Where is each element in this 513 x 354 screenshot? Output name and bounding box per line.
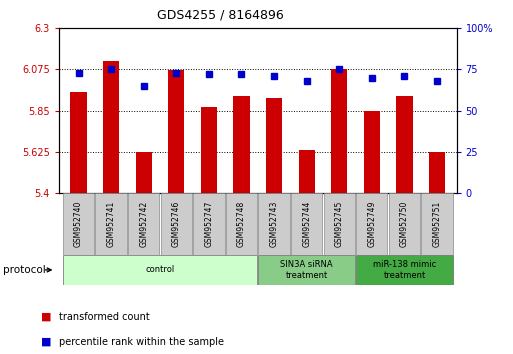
Bar [63,193,94,255]
Text: protocol: protocol [3,265,45,275]
Text: GSM952750: GSM952750 [400,201,409,247]
Text: GSM952748: GSM952748 [237,201,246,247]
Text: GSM952744: GSM952744 [302,201,311,247]
Bar [135,152,152,193]
Bar [396,96,412,193]
Text: ■: ■ [41,312,51,322]
Bar [63,255,257,285]
Bar [421,193,452,255]
Bar [193,193,225,255]
Text: miR-138 mimic
treatment: miR-138 mimic treatment [373,260,436,280]
Bar [226,193,257,255]
Bar [161,193,192,255]
Text: GSM952741: GSM952741 [107,201,115,247]
Text: ■: ■ [41,337,51,347]
Bar [299,150,315,193]
Bar [233,96,250,193]
Text: control: control [145,266,174,274]
Bar [356,193,387,255]
Text: GSM952742: GSM952742 [139,201,148,247]
Text: transformed count: transformed count [59,312,150,322]
Text: GSM952747: GSM952747 [204,201,213,247]
Bar [389,193,420,255]
Bar [429,152,445,193]
Text: GSM952745: GSM952745 [335,201,344,247]
Bar [356,255,452,285]
Text: GSM952743: GSM952743 [269,201,279,247]
Text: GDS4255 / 8164896: GDS4255 / 8164896 [157,9,284,22]
Bar [168,70,185,193]
Bar [259,255,355,285]
Bar [95,193,127,255]
Bar [324,193,355,255]
Bar [201,107,217,193]
Text: percentile rank within the sample: percentile rank within the sample [59,337,224,347]
Bar [291,193,322,255]
Bar [266,98,282,193]
Bar [128,193,160,255]
Bar [364,111,380,193]
Text: GSM952749: GSM952749 [367,201,377,247]
Text: GSM952740: GSM952740 [74,201,83,247]
Text: GSM952751: GSM952751 [432,201,442,247]
Bar [103,61,120,193]
Bar [259,193,290,255]
Text: GSM952746: GSM952746 [172,201,181,247]
Bar [331,69,347,193]
Bar [70,92,87,193]
Text: SIN3A siRNA
treatment: SIN3A siRNA treatment [280,260,333,280]
